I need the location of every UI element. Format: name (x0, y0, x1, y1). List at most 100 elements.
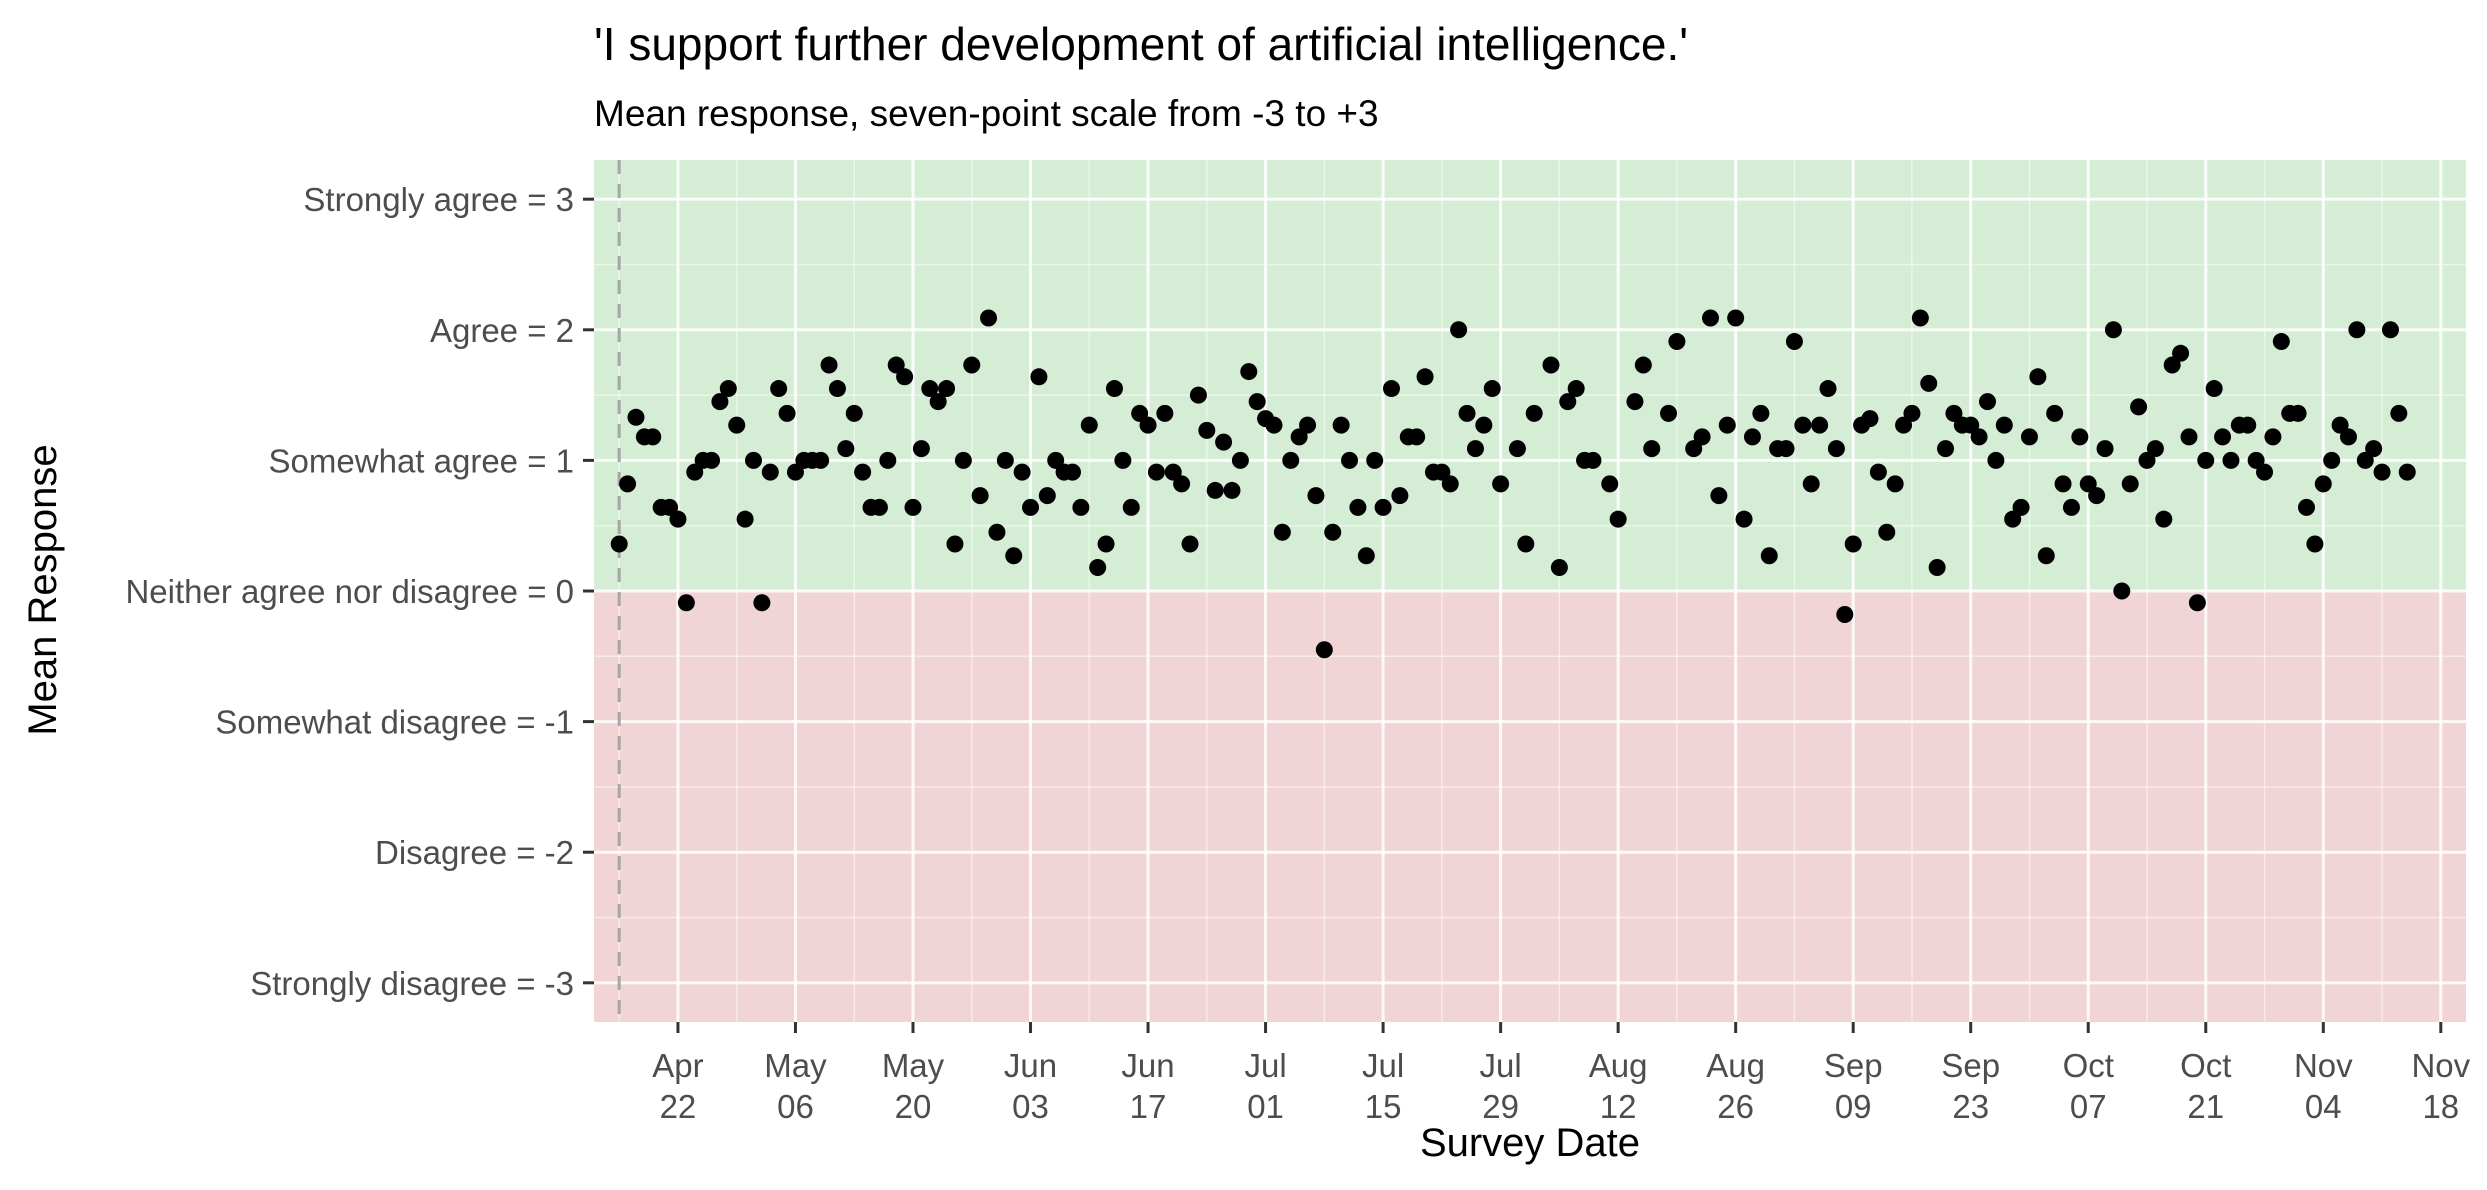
data-point (1080, 416, 1098, 434)
y-tick-label: Neither agree nor disagree = 0 (125, 573, 574, 610)
data-point (2197, 451, 2215, 469)
data-point (837, 440, 855, 458)
data-point (1508, 440, 1526, 458)
data-point (1114, 451, 1132, 469)
data-point (946, 535, 964, 553)
data-point (2306, 535, 2324, 553)
data-point (1718, 416, 1736, 434)
x-tick-label: 26 (1717, 1088, 1754, 1125)
data-point (1005, 547, 1023, 565)
data-point (870, 498, 888, 516)
data-point (1584, 451, 1602, 469)
data-point (770, 380, 788, 398)
data-point (1836, 606, 1854, 624)
y-tick-label: Strongly agree = 3 (303, 181, 574, 218)
data-point (988, 523, 1006, 541)
data-point (1181, 535, 1199, 553)
data-point (1802, 475, 1820, 493)
data-point (1559, 393, 1577, 411)
data-point (912, 440, 930, 458)
data-point (1777, 440, 1795, 458)
data-point (1349, 498, 1367, 516)
y-tick-label: Strongly disagree = -3 (250, 965, 574, 1002)
data-point (1382, 380, 1400, 398)
data-point (845, 404, 863, 422)
data-point (1357, 547, 1375, 565)
data-point (812, 451, 830, 469)
data-point (828, 380, 846, 398)
data-point (1660, 404, 1678, 422)
data-point (1147, 463, 1165, 481)
data-point (2046, 404, 2064, 422)
data-point (1609, 510, 1627, 528)
data-point (1332, 416, 1350, 434)
data-point (2247, 451, 2265, 469)
x-tick-label: Aug (1706, 1047, 1765, 1084)
data-point (963, 356, 981, 374)
data-point (761, 463, 779, 481)
data-point (996, 451, 1014, 469)
data-point (610, 535, 628, 553)
data-point (719, 380, 737, 398)
x-tick-label: 22 (660, 1088, 697, 1125)
data-point (1701, 309, 1719, 327)
data-point (896, 368, 914, 386)
data-point (1542, 356, 1560, 374)
data-point (2104, 321, 2122, 339)
data-point (1038, 487, 1056, 505)
data-point (2155, 510, 2173, 528)
data-point (1466, 440, 1484, 458)
plot-panel (594, 160, 2466, 1022)
data-point (619, 475, 637, 493)
data-point (1433, 463, 1451, 481)
data-point (778, 404, 796, 422)
x-tick-label: 29 (1482, 1088, 1519, 1125)
data-point (1248, 393, 1266, 411)
data-point (971, 487, 989, 505)
x-tick-label: 18 (2422, 1088, 2459, 1125)
data-point (1903, 404, 1921, 422)
data-point (938, 380, 956, 398)
data-point (644, 428, 662, 446)
data-point (1735, 510, 1753, 528)
y-tick-label: Agree = 2 (430, 312, 574, 349)
data-point (1240, 363, 1258, 381)
data-point (627, 408, 645, 426)
grid-major (594, 160, 2466, 1022)
chart-title: 'I support further development of artifi… (594, 18, 1688, 70)
data-point (1122, 498, 1140, 516)
data-point (1962, 416, 1980, 434)
data-point (1022, 498, 1040, 516)
data-point (1525, 404, 1543, 422)
x-tick-label: Nov (2294, 1047, 2353, 1084)
x-tick-label: Aug (1589, 1047, 1648, 1084)
data-point (1315, 641, 1333, 659)
data-point (2239, 416, 2257, 434)
data-point (2298, 498, 2316, 516)
data-point (1366, 451, 1384, 469)
data-point (1567, 380, 1585, 398)
data-point (2172, 344, 2190, 362)
data-point (744, 451, 762, 469)
data-point (929, 393, 947, 411)
data-point (1290, 428, 1308, 446)
data-point (1827, 440, 1845, 458)
data-point (1979, 393, 1997, 411)
x-axis: Apr 22 May 06 May 20 Jun 03 Jun 17 Jul 01 Jul 15 Jul 29… (652, 1022, 2471, 1125)
y-tick-label: Disagree = -2 (375, 834, 574, 871)
x-tick-label: 01 (1247, 1088, 1284, 1125)
chart-subtitle: Mean response, seven-point scale from -3… (594, 93, 1379, 134)
data-point (854, 463, 872, 481)
data-point (1215, 433, 1233, 451)
x-tick-label: 20 (895, 1088, 932, 1125)
x-tick-label: 06 (777, 1088, 814, 1125)
data-point (2289, 404, 2307, 422)
data-point (1643, 440, 1661, 458)
data-point (669, 510, 687, 528)
y-tick-label: Somewhat disagree = -1 (215, 704, 574, 741)
data-point (1752, 404, 1770, 422)
data-point (2205, 380, 2223, 398)
data-point (954, 451, 972, 469)
x-tick-label: Oct (2063, 1047, 2114, 1084)
